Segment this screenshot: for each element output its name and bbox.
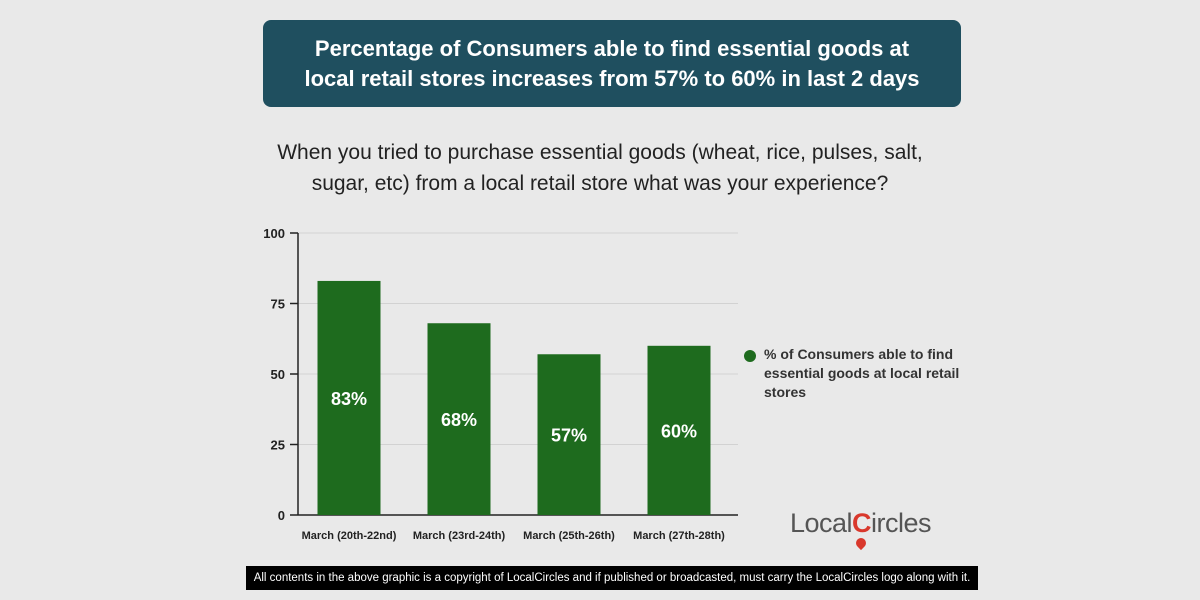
subtitle-line-1: When you tried to purchase essential goo… [277,141,923,164]
legend-swatch [744,350,756,362]
legend: % of Consumers able to find essential go… [744,345,984,402]
chart-subtitle: When you tried to purchase essential goo… [200,137,1000,199]
x-tick-label: March (23rd-24th) [413,530,506,542]
logo-text-ircles: ircles [871,508,932,538]
bar-data-label: 60% [661,421,697,441]
y-tick-label: 100 [263,226,285,241]
x-tick-label: March (20th-22nd) [302,530,397,542]
chart-title-line-2: local retail stores increases from 57% t… [304,65,920,91]
logo-text-local: Local [790,508,853,538]
logo-text-c: C [852,508,872,538]
localcircles-logo: LocalC ircles [790,508,932,551]
logo-c-pin-icon: C [852,508,872,551]
bar [427,323,491,515]
bar-data-label: 57% [551,426,587,446]
chart-title-line-1: Percentage of Consumers able to find ess… [314,35,910,61]
bar [647,345,711,515]
y-tick-label: 0 [278,508,285,523]
bar-data-label: 68% [441,410,477,430]
bar [537,354,601,515]
y-tick-label: 25 [271,438,285,453]
x-tick-label: March (27th-28th) [633,530,725,542]
subtitle-line-2: sugar, etc) from a local retail store wh… [311,172,889,195]
x-tick-label: March (25th-26th) [523,530,615,542]
legend-label: % of Consumers able to find essential go… [764,346,960,400]
y-tick-label: 75 [271,297,285,312]
bar [317,280,381,515]
title-banner: Percentage of Consumers able to find ess… [263,20,961,107]
bar-data-label: 83% [331,389,367,409]
copyright-footer: All contents in the above graphic is a c… [246,566,978,590]
y-tick-label: 50 [271,367,285,382]
